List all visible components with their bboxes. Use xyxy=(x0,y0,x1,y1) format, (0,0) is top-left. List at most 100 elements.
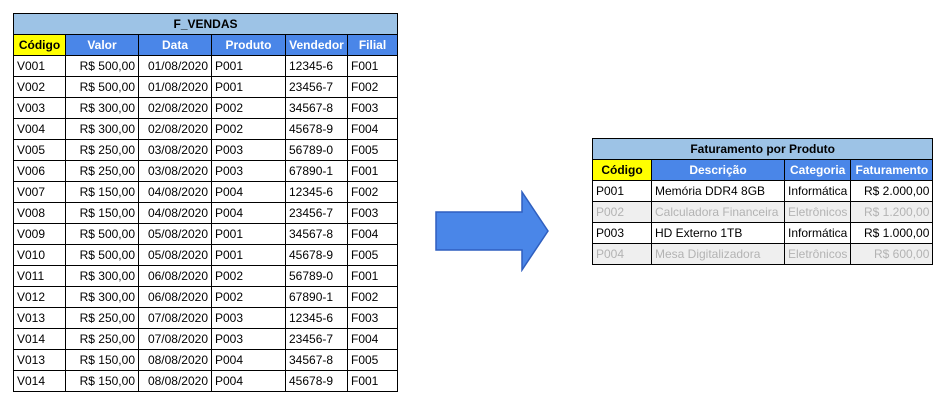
f-vendas-cell-data: 05/08/2020 xyxy=(138,244,212,266)
right-arrow-icon xyxy=(435,190,549,272)
f-vendas-cell-vendedor: 56789-0 xyxy=(285,265,348,287)
table-row: V014 R$ 150,00 08/08/2020 P004 45678-9 F001 xyxy=(13,370,398,392)
f-vendas-cell-codigo: V014 xyxy=(13,328,66,350)
f-vendas-header-row: Código Valor Data Produto Vendedor Filia… xyxy=(13,34,398,56)
f-vendas-cell-filial: F003 xyxy=(347,307,398,329)
f-vendas-cell-vendedor: 23456-7 xyxy=(285,202,348,224)
f-vendas-header-produto: Produto xyxy=(211,34,286,56)
f-vendas-table: F_VENDAS Código Valor Data Produto Vende… xyxy=(13,13,398,392)
f-vendas-cell-vendedor: 12345-6 xyxy=(285,181,348,203)
f-vendas-cell-vendedor: 34567-8 xyxy=(285,349,348,371)
f-vendas-cell-filial: F002 xyxy=(347,286,398,308)
faturamento-table: Faturamento por Produto Código Descrição… xyxy=(591,138,934,265)
f-vendas-cell-valor: R$ 250,00 xyxy=(65,139,139,161)
f-vendas-cell-filial: F004 xyxy=(347,118,398,140)
f-vendas-cell-produto: P002 xyxy=(211,286,286,308)
f-vendas-cell-codigo: V012 xyxy=(13,286,66,308)
f-vendas-title-row: F_VENDAS xyxy=(13,13,398,35)
f-vendas-cell-data: 01/08/2020 xyxy=(138,55,212,77)
f-vendas-cell-data: 08/08/2020 xyxy=(138,349,212,371)
f-vendas-cell-data: 03/08/2020 xyxy=(138,160,212,182)
f-vendas-cell-valor: R$ 250,00 xyxy=(65,160,139,182)
f-vendas-cell-produto: P002 xyxy=(211,265,286,287)
f-vendas-cell-filial: F005 xyxy=(347,139,398,161)
table-row: V005 R$ 250,00 03/08/2020 P003 56789-0 F005 xyxy=(13,139,398,161)
f-vendas-cell-valor: R$ 300,00 xyxy=(65,97,139,119)
faturamento-title-row: Faturamento por Produto xyxy=(591,138,934,160)
f-vendas-cell-filial: F001 xyxy=(347,55,398,77)
arrow-shape xyxy=(435,190,549,272)
f-vendas-cell-data: 07/08/2020 xyxy=(138,307,212,329)
f-vendas-cell-valor: R$ 150,00 xyxy=(65,370,139,392)
f-vendas-title: F_VENDAS xyxy=(13,13,398,35)
f-vendas-cell-produto: P003 xyxy=(211,139,286,161)
faturamento-header-descricao: Descrição xyxy=(651,159,785,181)
f-vendas-cell-valor: R$ 250,00 xyxy=(65,328,139,350)
f-vendas-cell-vendedor: 34567-8 xyxy=(285,97,348,119)
f-vendas-cell-produto: P004 xyxy=(211,181,286,203)
table-row: P003 HD Externo 1TB Informática R$ 1.000,00 xyxy=(592,222,934,244)
f-vendas-cell-vendedor: 45678-9 xyxy=(285,118,348,140)
f-vendas-cell-vendedor: 34567-8 xyxy=(285,223,348,245)
f-vendas-header-filial: Filial xyxy=(347,34,398,56)
faturamento-cell-descricao: HD Externo 1TB xyxy=(651,222,785,244)
table-row: V013 R$ 250,00 07/08/2020 P003 12345-6 F003 xyxy=(13,307,398,329)
f-vendas-cell-valor: R$ 300,00 xyxy=(65,118,139,140)
table-row: V004 R$ 300,00 02/08/2020 P002 45678-9 F004 xyxy=(13,118,398,140)
f-vendas-cell-data: 05/08/2020 xyxy=(138,223,212,245)
faturamento-cell-faturamento: R$ 2.000,00 xyxy=(850,180,934,202)
f-vendas-header-vendedor: Vendedor xyxy=(285,34,348,56)
table-row: V008 R$ 150,00 04/08/2020 P004 23456-7 F003 xyxy=(13,202,398,224)
f-vendas-cell-data: 06/08/2020 xyxy=(138,286,212,308)
f-vendas-cell-produto: P001 xyxy=(211,244,286,266)
f-vendas-cell-vendedor: 23456-7 xyxy=(285,76,348,98)
f-vendas-cell-filial: F003 xyxy=(347,202,398,224)
f-vendas-cell-filial: F001 xyxy=(347,265,398,287)
faturamento-cell-descricao: Calculadora Financeira xyxy=(651,201,785,223)
table-row: V012 R$ 300,00 06/08/2020 P002 67890-1 F002 xyxy=(13,286,398,308)
table-row: V002 R$ 500,00 01/08/2020 P001 23456-7 F002 xyxy=(13,76,398,98)
f-vendas-cell-filial: F003 xyxy=(347,97,398,119)
f-vendas-cell-valor: R$ 300,00 xyxy=(65,286,139,308)
f-vendas-cell-codigo: V001 xyxy=(13,55,66,77)
faturamento-cell-categoria: Eletrônicos xyxy=(783,201,852,223)
f-vendas-cell-codigo: V008 xyxy=(13,202,66,224)
f-vendas-cell-valor: R$ 500,00 xyxy=(65,55,139,77)
f-vendas-cell-vendedor: 56789-0 xyxy=(285,139,348,161)
f-vendas-cell-produto: P003 xyxy=(211,307,286,329)
f-vendas-cell-codigo: V007 xyxy=(13,181,66,203)
f-vendas-cell-filial: F005 xyxy=(347,244,398,266)
table-row: V010 R$ 500,00 05/08/2020 P001 45678-9 F005 xyxy=(13,244,398,266)
faturamento-body: P001 Memória DDR4 8GB Informática R$ 2.000,… xyxy=(592,180,934,265)
faturamento-cell-descricao: Mesa Digitalizadora xyxy=(651,243,785,265)
table-row: V001 R$ 500,00 01/08/2020 P001 12345-6 F001 xyxy=(13,55,398,77)
f-vendas-cell-produto: P002 xyxy=(211,118,286,140)
f-vendas-cell-vendedor: 45678-9 xyxy=(285,370,348,392)
f-vendas-header-data: Data xyxy=(138,34,212,56)
f-vendas-cell-codigo: V011 xyxy=(13,265,66,287)
f-vendas-cell-filial: F004 xyxy=(347,328,398,350)
f-vendas-cell-vendedor: 45678-9 xyxy=(285,244,348,266)
faturamento-header-row: Código Descrição Categoria Faturamento xyxy=(592,159,934,181)
f-vendas-cell-data: 01/08/2020 xyxy=(138,76,212,98)
f-vendas-cell-vendedor: 23456-7 xyxy=(285,328,348,350)
f-vendas-cell-filial: F002 xyxy=(347,181,398,203)
f-vendas-cell-codigo: V006 xyxy=(13,160,66,182)
f-vendas-cell-produto: P003 xyxy=(211,328,286,350)
f-vendas-cell-produto: P002 xyxy=(211,97,286,119)
f-vendas-cell-data: 07/08/2020 xyxy=(138,328,212,350)
faturamento-cell-faturamento: R$ 1.200,00 xyxy=(850,201,934,223)
f-vendas-cell-data: 06/08/2020 xyxy=(138,265,212,287)
f-vendas-cell-produto: P004 xyxy=(211,349,286,371)
faturamento-cell-codigo: P004 xyxy=(592,243,652,265)
faturamento-cell-categoria: Eletrônicos xyxy=(783,243,852,265)
f-vendas-cell-data: 02/08/2020 xyxy=(138,118,212,140)
f-vendas-cell-produto: P001 xyxy=(211,55,286,77)
table-row: P002 Calculadora Financeira Eletrônicos R$ … xyxy=(592,201,934,223)
faturamento-title: Faturamento por Produto xyxy=(591,138,934,160)
f-vendas-cell-vendedor: 12345-6 xyxy=(285,55,348,77)
f-vendas-cell-codigo: V009 xyxy=(13,223,66,245)
f-vendas-cell-codigo: V013 xyxy=(13,307,66,329)
f-vendas-cell-valor: R$ 500,00 xyxy=(65,244,139,266)
f-vendas-cell-codigo: V002 xyxy=(13,76,66,98)
